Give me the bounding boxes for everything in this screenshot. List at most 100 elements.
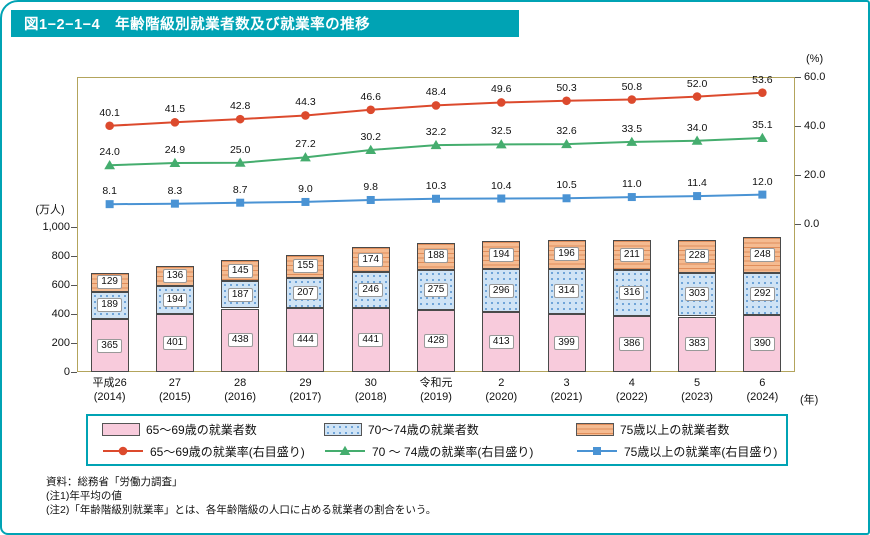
- legend: 65〜69歳の就業者数 70〜74歳の就業者数 75歳以上の就業者数 65〜69…: [86, 414, 788, 466]
- bar-segment-0: 399: [547, 314, 586, 372]
- x-axis-label-line: 3: [563, 377, 570, 389]
- rate-value-label: 30.2: [360, 131, 381, 143]
- bar-segment-2: 136: [155, 266, 194, 286]
- rate-value-label: 11.0: [621, 178, 642, 191]
- x-axis-label-line: (2023): [681, 390, 713, 403]
- bar-segment-0: 444: [286, 307, 325, 372]
- rate-value-label: 10.3: [425, 179, 447, 192]
- bar-segment-2: 194: [482, 241, 521, 270]
- bar-value-label: 228: [684, 249, 710, 264]
- bar-segment-0: 383: [678, 316, 717, 372]
- bar-segment-2: 129: [90, 273, 129, 292]
- left-axis-tick: [71, 371, 77, 373]
- bar-value-label: 428: [423, 333, 449, 348]
- legend-item-workers-70-74: 70〜74歳の就業者数: [324, 421, 576, 438]
- rate-value-label: 9.8: [363, 180, 379, 193]
- x-axis-label: 令和元 (2019): [400, 377, 472, 404]
- x-axis-label: 28 (2016): [204, 377, 276, 404]
- x-axis-label: 30 (2018): [335, 377, 407, 404]
- x-axis-label-line: 27: [168, 377, 182, 389]
- bar-segment-0: 428: [417, 309, 455, 372]
- x-axis-label-line: 2: [498, 377, 505, 389]
- rate-value-label: 32.5: [491, 125, 512, 138]
- bar-value-label: 211: [619, 247, 644, 262]
- bar-segment-2: 211: [612, 239, 651, 271]
- striped-orange-bar-swatch: [576, 422, 614, 436]
- bar-value-label: 207: [293, 285, 318, 300]
- x-axis-unit: (年): [800, 394, 819, 406]
- footnotes: 資料：総務省「労働力調査」 (注1)年平均の値 (注2)「年齢階級別就業率」とは…: [46, 475, 436, 517]
- right-axis-tick-label: 40.0: [804, 119, 826, 132]
- note-1: (注1)年平均の値: [46, 490, 122, 502]
- x-axis-label-line: (2015): [159, 390, 191, 403]
- rate-value-label: 8.7: [232, 183, 248, 196]
- rate-value-label: 41.5: [164, 103, 186, 116]
- x-axis-label-line: 29: [299, 377, 312, 389]
- rate-value-label: 48.4: [425, 86, 447, 99]
- right-axis-unit: (%): [806, 53, 824, 65]
- blue-square-line-swatch: [576, 444, 618, 458]
- figure-title: 図1−2−1−4 年齢階級別就業者数及び就業率の推移: [24, 17, 371, 33]
- right-axis-tick: [795, 125, 801, 127]
- rate-value-label: 24.9: [164, 143, 186, 156]
- x-axis-label-line: (2020): [485, 390, 518, 403]
- bar-segment-2: 248: [743, 237, 782, 274]
- red-circle-line-swatch: [102, 444, 144, 458]
- legend-label: 65〜69歳の就業率(右目盛り): [150, 444, 305, 459]
- pink-bar-swatch: [102, 422, 140, 436]
- bar-segment-1: 314: [547, 268, 586, 315]
- x-axis-label-line: 6: [759, 377, 766, 389]
- bar-value-label: 383: [684, 337, 710, 352]
- bar-value-label: 303: [684, 287, 710, 302]
- bar-value-label: 129: [97, 275, 122, 290]
- rate-value-label: 33.5: [621, 122, 643, 135]
- rate-value-label: 42.8: [229, 100, 251, 113]
- bar-segment-2: 196: [547, 240, 586, 269]
- bar-segment-2: 155: [286, 255, 325, 278]
- figure-title-bar: 図1−2−1−4 年齢階級別就業者数及び就業率の推移: [11, 10, 519, 37]
- left-axis-unit: (万人): [35, 204, 65, 216]
- bar-segment-1: 275: [417, 270, 455, 310]
- rate-value-label: 10.5: [556, 179, 577, 192]
- rate-value-label: 34.0: [686, 121, 708, 134]
- rate-value-label: 32.6: [556, 125, 577, 138]
- x-axis-label-line: (2014): [93, 390, 126, 403]
- right-axis-tick: [795, 76, 801, 78]
- x-axis-label: 3 (2021): [531, 377, 603, 404]
- bar-segment-1: 189: [90, 291, 129, 320]
- x-axis-label: 27 (2015): [139, 377, 211, 404]
- bar-value-label: 246: [358, 283, 384, 298]
- x-axis-label-line: (2018): [354, 390, 387, 403]
- bar-segment-1: 296: [482, 269, 521, 313]
- left-axis-tick: [71, 255, 77, 257]
- bar-value-label: 155: [293, 259, 318, 274]
- rate-value-label: 32.2: [425, 126, 447, 139]
- bar-segment-2: 174: [351, 247, 390, 273]
- bar-segment-2: 228: [678, 239, 717, 273]
- x-axis-label-line: (2016): [224, 390, 257, 403]
- left-axis-tick: [71, 342, 77, 344]
- x-axis-label-line: 30: [364, 377, 377, 389]
- rate-value-label: 40.1: [99, 106, 120, 119]
- bar-value-label: 248: [750, 248, 775, 263]
- bar-segment-0: 365: [90, 319, 129, 372]
- right-axis-tick-label: 20.0: [804, 168, 826, 181]
- bar-value-label: 399: [554, 336, 579, 351]
- x-axis-label: 4 (2022): [596, 377, 668, 404]
- bar-value-label: 296: [488, 283, 514, 298]
- left-axis-tick: [71, 313, 77, 315]
- left-axis-tick-label: 1,000: [42, 220, 70, 233]
- bar-value-label: 365: [97, 338, 122, 353]
- rate-value-label: 12.0: [752, 175, 773, 188]
- legend-item-rate-70-74: 70 〜 74歳の就業率(右目盛り): [324, 443, 576, 460]
- rate-value-label: 24.0: [99, 146, 120, 159]
- bar-value-label: 413: [488, 335, 514, 350]
- bar-value-label: 386: [619, 337, 645, 351]
- bar-segment-0: 441: [351, 308, 390, 372]
- bar-segment-1: 187: [221, 281, 260, 309]
- left-axis-tick-label: 600: [51, 278, 70, 291]
- green-triangle-line-swatch: [324, 444, 366, 458]
- rate-value-label: 52.0: [686, 77, 708, 90]
